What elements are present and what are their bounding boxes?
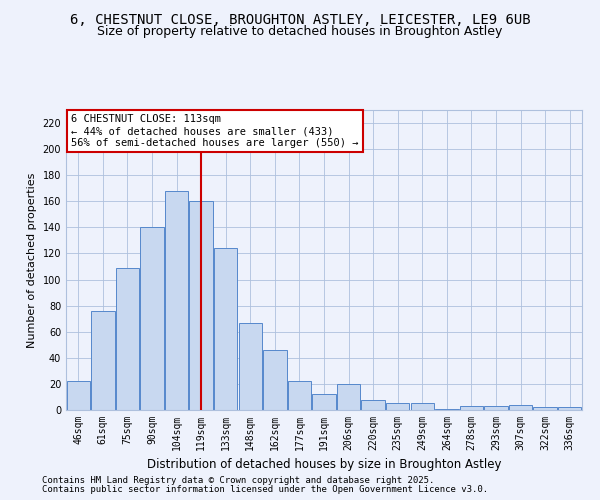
Bar bbox=[140, 228, 164, 410]
Bar bbox=[509, 405, 532, 410]
Bar bbox=[435, 408, 458, 410]
Bar bbox=[533, 408, 557, 410]
Bar bbox=[263, 350, 287, 410]
Text: 6 CHESTNUT CLOSE: 113sqm
← 44% of detached houses are smaller (433)
56% of semi-: 6 CHESTNUT CLOSE: 113sqm ← 44% of detach… bbox=[71, 114, 359, 148]
Bar bbox=[116, 268, 139, 410]
Bar bbox=[67, 382, 90, 410]
Text: 6, CHESTNUT CLOSE, BROUGHTON ASTLEY, LEICESTER, LE9 6UB: 6, CHESTNUT CLOSE, BROUGHTON ASTLEY, LEI… bbox=[70, 12, 530, 26]
Bar bbox=[410, 404, 434, 410]
Bar bbox=[313, 394, 335, 410]
Bar bbox=[288, 382, 311, 410]
Bar bbox=[558, 408, 581, 410]
Bar bbox=[337, 384, 360, 410]
Bar bbox=[91, 311, 115, 410]
Bar bbox=[214, 248, 238, 410]
Bar bbox=[361, 400, 385, 410]
X-axis label: Distribution of detached houses by size in Broughton Astley: Distribution of detached houses by size … bbox=[147, 458, 501, 471]
Text: Contains HM Land Registry data © Crown copyright and database right 2025.: Contains HM Land Registry data © Crown c… bbox=[42, 476, 434, 485]
Bar bbox=[190, 202, 213, 410]
Y-axis label: Number of detached properties: Number of detached properties bbox=[27, 172, 37, 348]
Bar bbox=[239, 322, 262, 410]
Bar bbox=[386, 404, 409, 410]
Bar bbox=[165, 191, 188, 410]
Bar bbox=[460, 406, 483, 410]
Text: Size of property relative to detached houses in Broughton Astley: Size of property relative to detached ho… bbox=[97, 25, 503, 38]
Bar bbox=[484, 406, 508, 410]
Text: Contains public sector information licensed under the Open Government Licence v3: Contains public sector information licen… bbox=[42, 485, 488, 494]
